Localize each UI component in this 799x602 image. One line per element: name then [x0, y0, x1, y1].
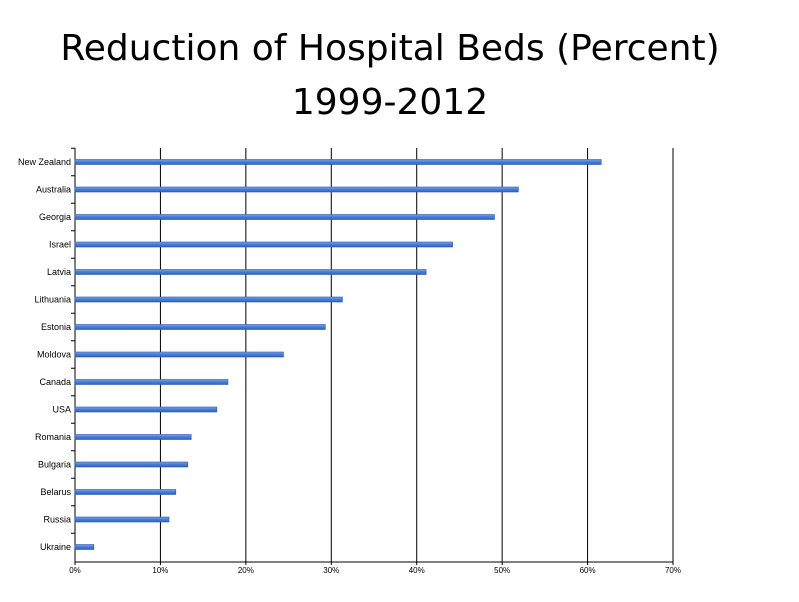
category-label: Estonia [41, 322, 71, 332]
category-label: USA [52, 405, 71, 415]
category-label: New Zealand [18, 157, 71, 167]
category-labels: New Zealand Australia Georgia Israel Latvia L… [18, 157, 72, 552]
bar [74, 379, 229, 385]
category-label: Russia [43, 515, 71, 525]
category-label: Australia [36, 185, 71, 195]
x-tick-label: 0% [69, 566, 81, 575]
x-tick-label: 30% [323, 566, 339, 575]
category-label: Ukraine [40, 542, 71, 552]
category-label: Moldova [37, 350, 71, 360]
category-label: Belarus [40, 487, 71, 497]
bar [74, 516, 170, 523]
bar [74, 269, 427, 275]
category-label: Latvia [47, 267, 71, 277]
category-label: Georgia [39, 212, 71, 222]
bar [74, 214, 495, 220]
bar [74, 159, 602, 165]
category-label: Lithuania [34, 295, 71, 305]
bar [74, 241, 453, 248]
bar [74, 434, 192, 440]
bars [74, 159, 602, 550]
category-label: Romania [35, 432, 71, 442]
x-tick-label: 20% [238, 566, 254, 575]
category-label: Bulgaria [38, 460, 71, 470]
bar [74, 544, 95, 550]
bar [74, 186, 519, 193]
x-tick-label: 40% [409, 566, 425, 575]
category-label: Canada [39, 377, 71, 387]
bar [74, 351, 284, 358]
x-tick-label: 70% [665, 566, 681, 575]
bar [74, 324, 326, 330]
bar [74, 406, 218, 413]
chart-title: Reduction of Hospital Beds (Percent) 199… [60, 28, 720, 123]
x-tick-label: 50% [494, 566, 510, 575]
x-tick-label: 10% [152, 566, 168, 575]
x-axis-ticks: 0% 10% 20% 30% 40% 50% 60% 70% [69, 562, 681, 575]
bar [74, 296, 343, 303]
x-tick-label: 60% [580, 566, 596, 575]
bar [74, 489, 177, 495]
bar [74, 461, 189, 468]
category-label: Israel [49, 240, 71, 250]
